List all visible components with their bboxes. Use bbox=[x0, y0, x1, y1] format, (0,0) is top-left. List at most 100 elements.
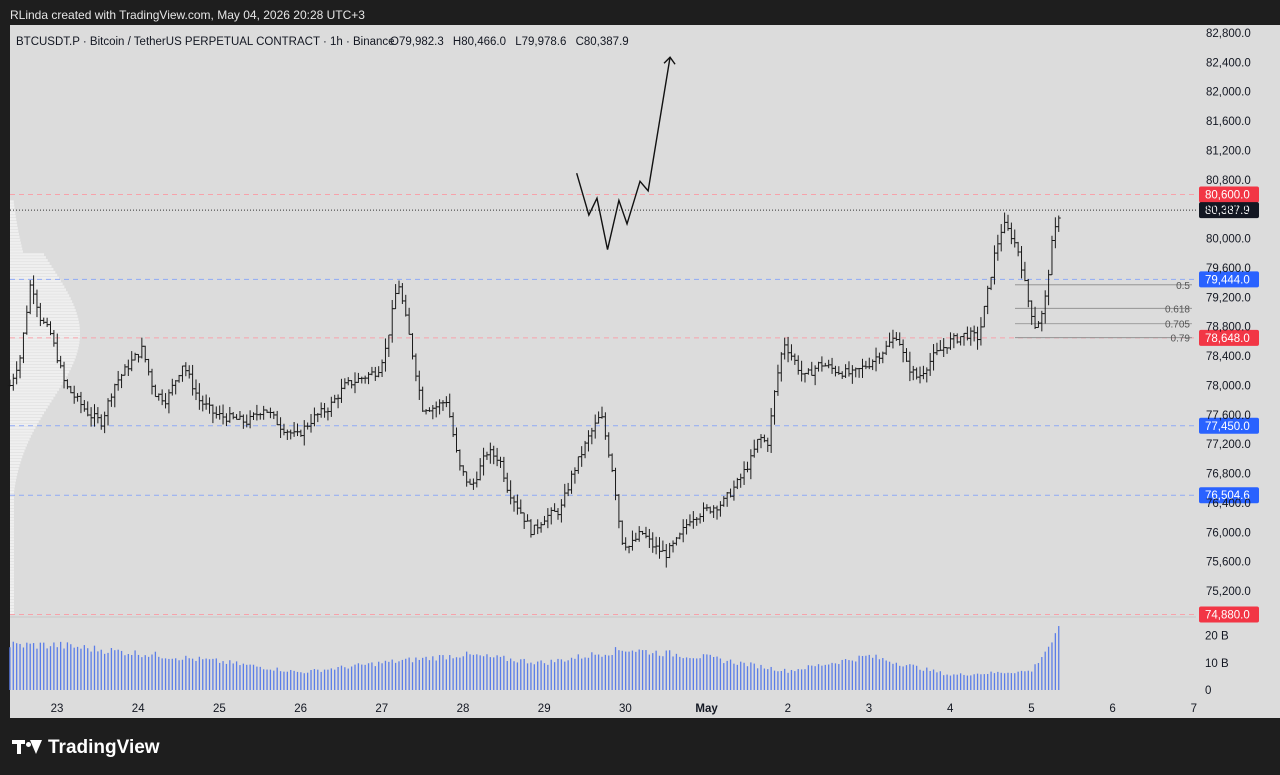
x-tick-label: 4 bbox=[947, 703, 954, 715]
volume-profile-bar bbox=[10, 382, 63, 385]
x-tick-label: 7 bbox=[1191, 703, 1197, 715]
level-badge-text: 79,444.0 bbox=[1205, 274, 1250, 286]
level-badge bbox=[1199, 271, 1259, 288]
volume-profile-bar bbox=[10, 470, 18, 473]
x-axis-labels: 23 24 25 26 27 28 29 30 May 2 3 4 5 6 7 bbox=[51, 703, 1197, 715]
fib-levels: 0.5 0.618 0.705 0.79 bbox=[1015, 281, 1192, 345]
volume-profile-bar bbox=[10, 414, 43, 418]
volume-profile-bar bbox=[10, 517, 14, 520]
projection-line bbox=[576, 57, 671, 250]
volume-profile-bar bbox=[10, 505, 14, 509]
volume-profile-bar bbox=[10, 235, 20, 239]
volume-profile-bar bbox=[10, 344, 79, 347]
ohlc-bars bbox=[7, 212, 1061, 568]
volume-profile-bar bbox=[10, 273, 58, 277]
volume-profile-bar bbox=[10, 576, 14, 579]
volume-profile-bar bbox=[10, 496, 14, 500]
volume-profile-bar bbox=[10, 326, 80, 330]
y-tick-label: 82,400.0 bbox=[1206, 57, 1251, 69]
fib-label: 0.5 bbox=[1176, 281, 1190, 292]
level-badge bbox=[1199, 202, 1259, 219]
c-value: 80,387.9 bbox=[584, 36, 629, 48]
volume-profile-bar bbox=[10, 341, 80, 344]
volume-profile-bar bbox=[10, 276, 60, 280]
volume-profile-bar bbox=[10, 238, 21, 241]
fib-label: 0.79 bbox=[1171, 334, 1191, 345]
level-badge bbox=[1199, 606, 1259, 623]
volume-profile-bar bbox=[10, 567, 14, 570]
x-tick-label: 26 bbox=[294, 703, 307, 715]
tradingview-logo[interactable]: TradingView bbox=[12, 737, 160, 759]
volume-profile-bar bbox=[10, 611, 14, 614]
volume-profile-bar bbox=[10, 461, 21, 465]
volume-profile-bar bbox=[10, 558, 14, 562]
volume-profile-bar bbox=[10, 485, 15, 488]
volume-profile-bar bbox=[10, 282, 63, 285]
volume-profile-bar bbox=[10, 417, 41, 421]
volume-profile-bar bbox=[10, 541, 14, 544]
price-axis[interactable] bbox=[1196, 25, 1280, 718]
volume-profile-bar bbox=[10, 226, 18, 230]
level-badge-text: 74,880.0 bbox=[1205, 609, 1250, 621]
volume-profile-bar bbox=[10, 217, 17, 221]
volume-profile-bar bbox=[10, 332, 80, 335]
volume-profile-bar bbox=[10, 373, 68, 377]
volume-profile-bar bbox=[10, 311, 77, 315]
y-axis-labels: 75,200.0 75,600.0 76,000.0 76,400.0 76,800.0… bbox=[1206, 28, 1251, 598]
volume-profile-bar bbox=[10, 411, 45, 415]
y-tick-label: 78,400.0 bbox=[1206, 351, 1251, 363]
volume-profile-bar bbox=[10, 455, 23, 459]
volume-profile-bar bbox=[10, 543, 14, 547]
volume-profile-bar bbox=[10, 209, 15, 212]
volume-axis-labels: 20 B 10 B 0 bbox=[10, 616, 1229, 697]
x-tick-label: 25 bbox=[213, 703, 226, 715]
volume-profile-bar bbox=[10, 467, 19, 471]
volume-profile-bar bbox=[10, 561, 14, 564]
volume-profile-bar bbox=[10, 523, 14, 526]
volume-profile-bar bbox=[10, 450, 25, 453]
volume-profile-bar bbox=[10, 232, 19, 236]
y-tick-label: 80,400.0 bbox=[1206, 204, 1251, 216]
volume-profile-bar bbox=[10, 447, 26, 450]
tradingview-logo-icon bbox=[12, 738, 42, 758]
volume-profile-bar bbox=[10, 300, 73, 303]
volume-profile-bar bbox=[10, 353, 77, 356]
volume-profile-bar bbox=[10, 241, 21, 244]
volume-profile-bar bbox=[10, 408, 46, 412]
volume-profile-bar bbox=[10, 552, 14, 556]
l-label: L bbox=[515, 36, 522, 48]
y-tick-label: 79,600.0 bbox=[1206, 263, 1251, 275]
h-label: H bbox=[453, 36, 461, 48]
volume-profile-bar bbox=[10, 256, 46, 259]
volume-profile-bar bbox=[10, 491, 14, 494]
symbol-line: BTCUSDT.P · Bitcoin / TetherUS PERPETUAL… bbox=[16, 36, 395, 48]
projection-path bbox=[576, 56, 676, 250]
attribution-header: RLinda created with TradingView.com, May… bbox=[10, 8, 365, 22]
ohlc-values: O79,982.3 H80,466.0 L79,978.6 C80,387.9 bbox=[390, 36, 629, 48]
volume-profile-bar bbox=[10, 488, 15, 491]
volume-profile-bar bbox=[10, 511, 14, 515]
volume-profile-bar bbox=[10, 350, 78, 353]
level-badge bbox=[1199, 417, 1259, 434]
volume-profile-bar bbox=[10, 590, 14, 594]
volume-profile-bar bbox=[10, 438, 30, 441]
price-levels: 80,600.0 80,387.9 79,444.0 78,648.0 77,450.0… bbox=[10, 186, 1259, 623]
volume-profile-bar bbox=[10, 379, 65, 382]
volume-profile-bar bbox=[10, 364, 73, 368]
volume-profile-bar bbox=[10, 529, 14, 532]
volume-profile-bar bbox=[10, 588, 14, 591]
chart-pane[interactable] bbox=[10, 25, 1200, 718]
volume-profile-bar bbox=[10, 206, 15, 209]
volume-profile-bar bbox=[10, 564, 14, 567]
y-tick-label: 76,800.0 bbox=[1206, 469, 1251, 481]
y-tick-label: 76,400.0 bbox=[1206, 498, 1251, 510]
volume-profile-bar bbox=[10, 549, 14, 553]
volume-profile-bar bbox=[10, 212, 16, 215]
volume-profile-bar bbox=[10, 397, 54, 400]
x-tick-label: 24 bbox=[132, 703, 145, 715]
c-label: C bbox=[576, 36, 584, 48]
volume-profile-bar bbox=[10, 514, 14, 518]
fib-label: 0.618 bbox=[1165, 304, 1190, 315]
x-tick-label: 2 bbox=[785, 703, 791, 715]
